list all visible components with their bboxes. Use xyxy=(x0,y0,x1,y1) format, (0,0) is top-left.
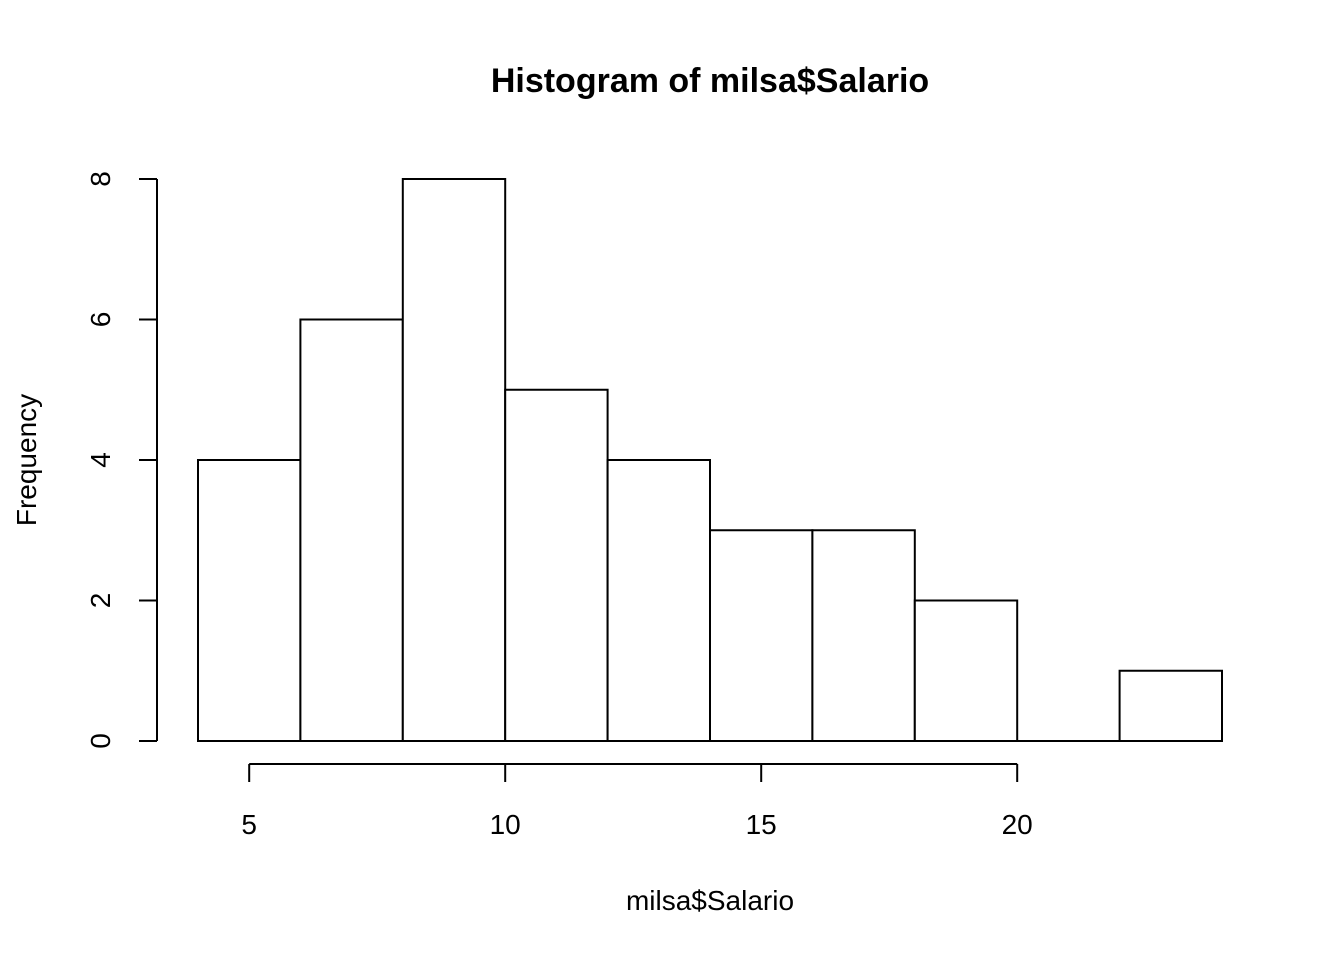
y-axis-label: Frequency xyxy=(11,394,42,526)
y-tick-label-4: 4 xyxy=(85,452,116,468)
y-tick-label-8: 8 xyxy=(85,171,116,187)
histogram-bar-3 xyxy=(504,388,609,742)
x-tick-label-10: 10 xyxy=(490,809,521,840)
bars-group xyxy=(197,178,1223,742)
histogram-bar-1 xyxy=(299,318,404,742)
y-tick-label-6: 6 xyxy=(85,312,116,328)
x-tick-label-5: 5 xyxy=(241,809,257,840)
x-axis: 5 10 15 20 xyxy=(241,763,1033,840)
y-tick-label-0: 0 xyxy=(85,733,116,749)
y-tick-label-2: 2 xyxy=(85,593,116,609)
histogram-bar-6 xyxy=(811,529,916,742)
histogram-bar-0 xyxy=(197,459,302,742)
y-axis: 0 2 4 6 8 xyxy=(85,171,158,749)
histogram-bar-9 xyxy=(1118,669,1223,742)
histogram-bar-7 xyxy=(913,599,1019,742)
histogram-bar-4 xyxy=(606,459,711,742)
x-tick-label-15: 15 xyxy=(746,809,777,840)
histogram-bar-2 xyxy=(401,178,507,742)
chart-title: Histogram of milsa$Salario xyxy=(491,62,929,100)
histogram-bar-5 xyxy=(709,529,814,742)
x-axis-label: milsa$Salario xyxy=(626,885,794,916)
x-tick-label-20: 20 xyxy=(1002,809,1033,840)
